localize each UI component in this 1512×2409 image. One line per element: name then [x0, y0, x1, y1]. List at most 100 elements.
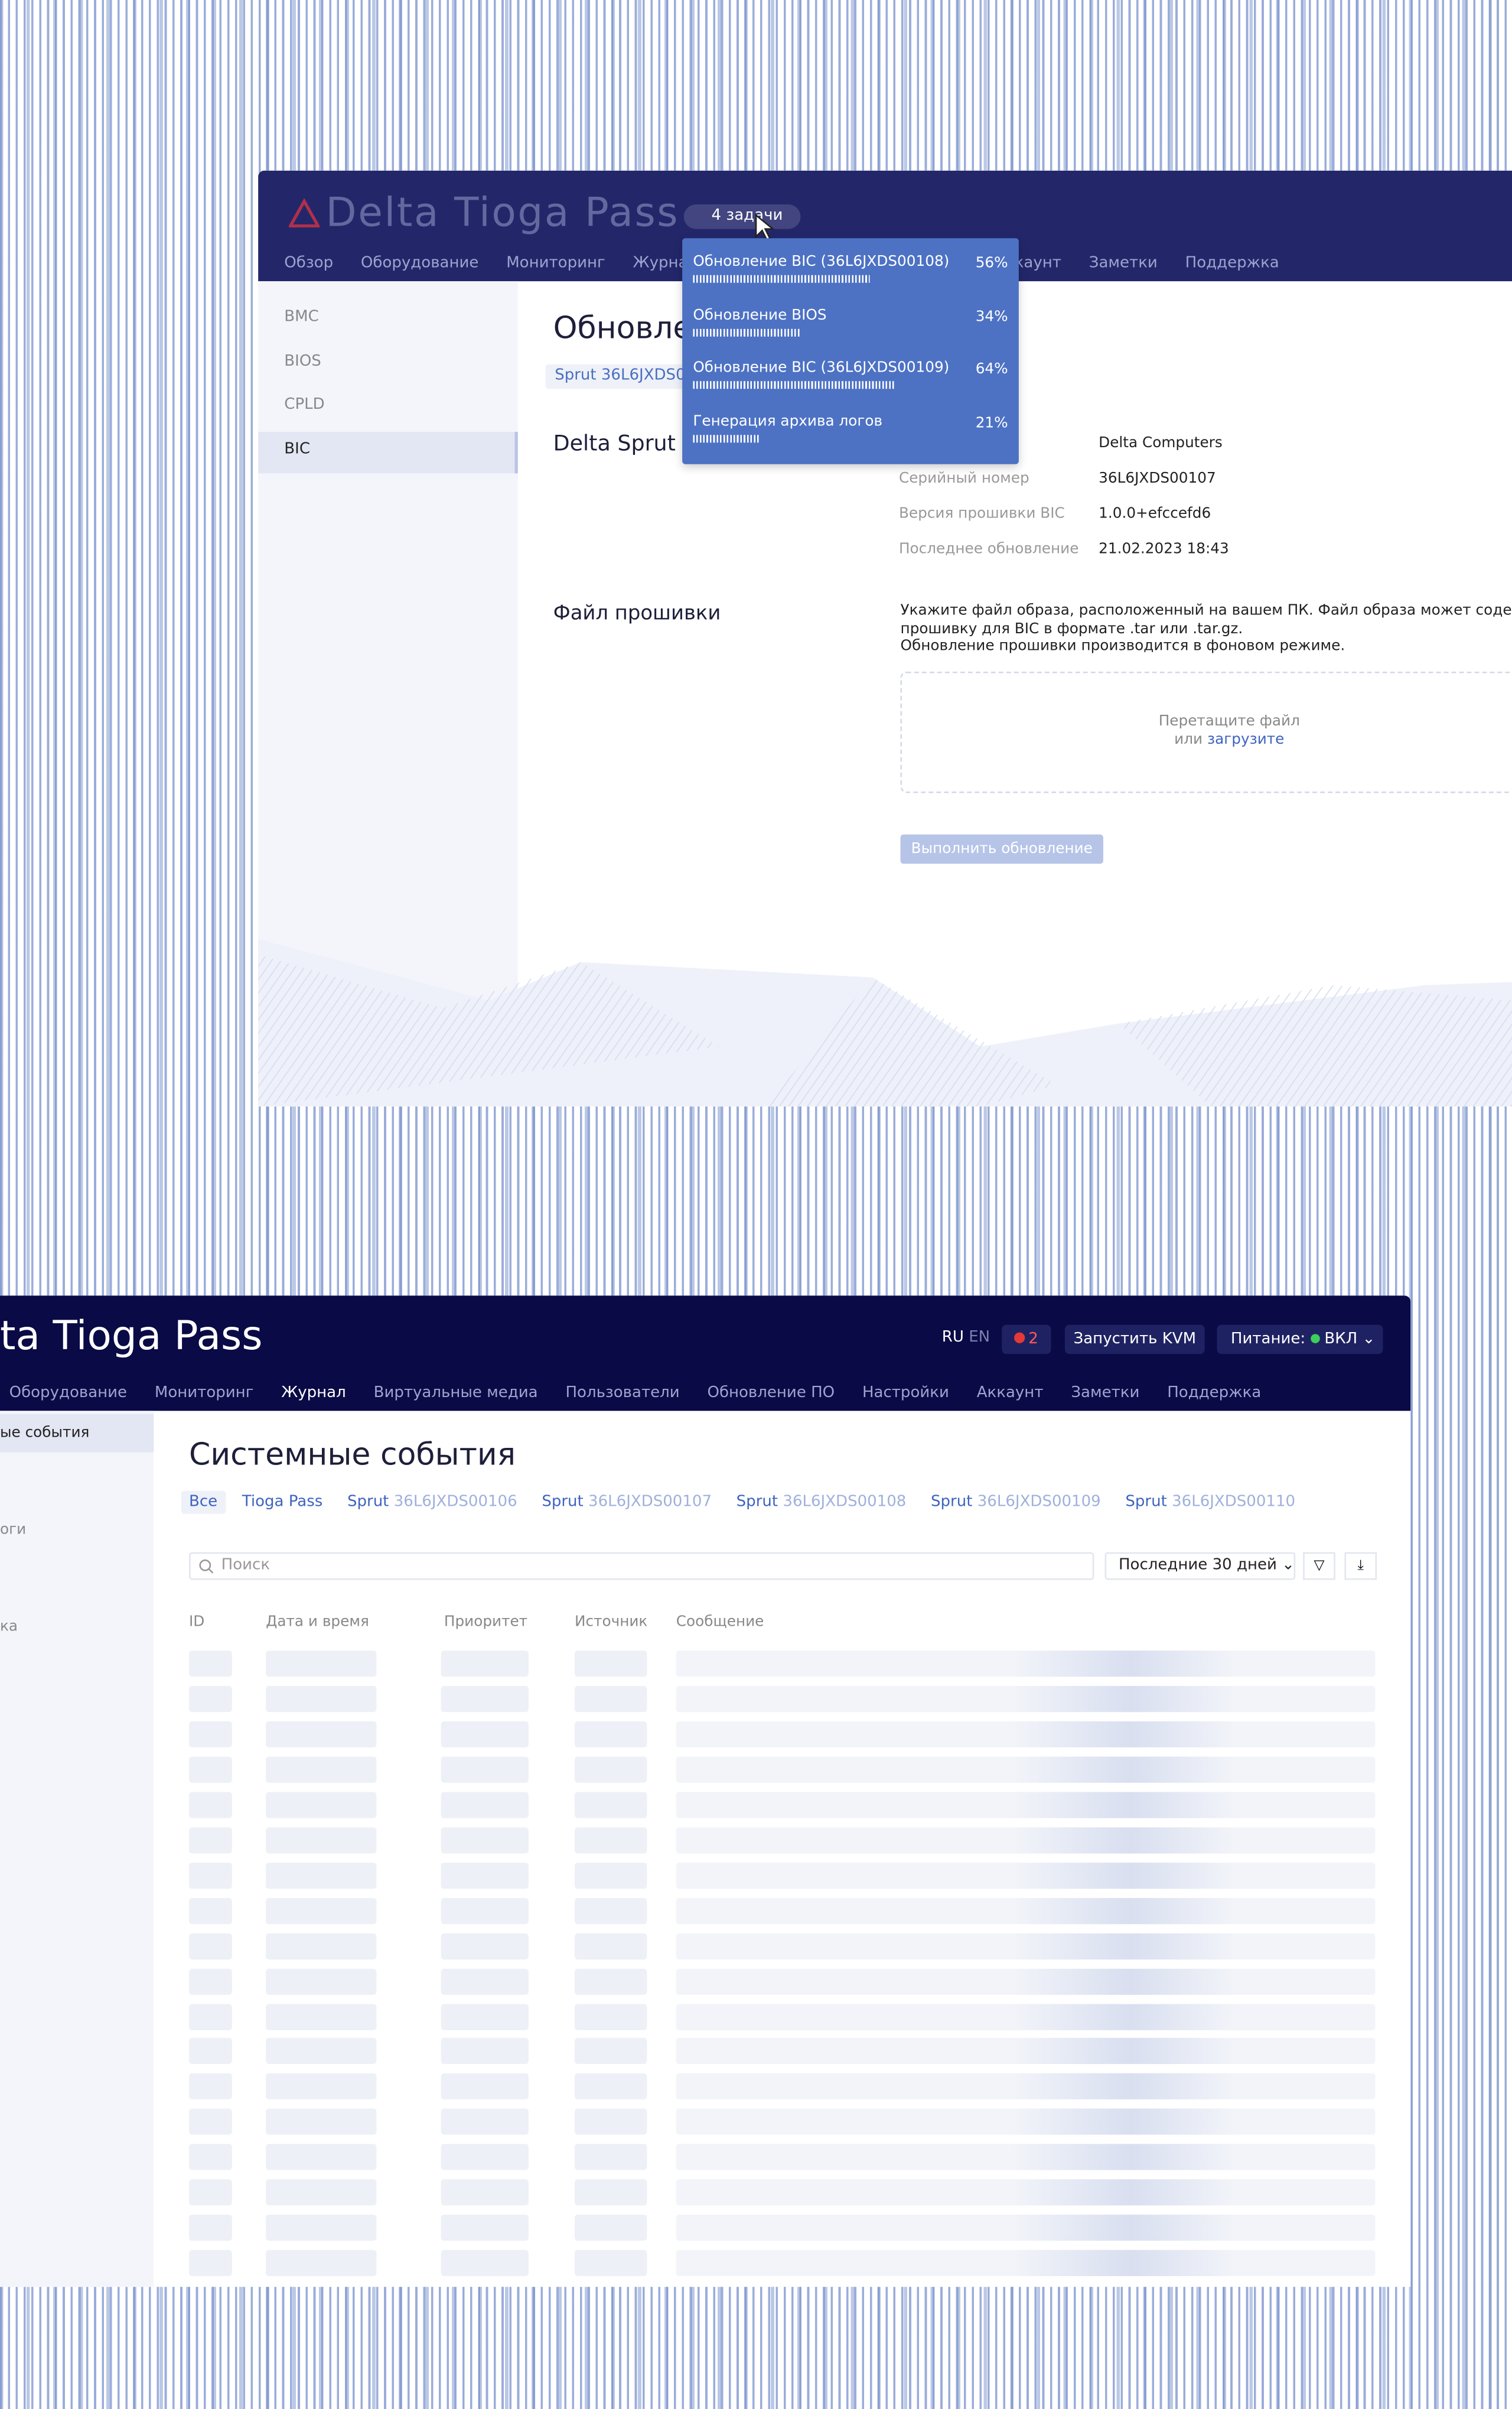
- info-value: 1.0.0+efccefd6: [1099, 505, 1211, 523]
- skeleton-cell: [575, 2109, 647, 2135]
- skeleton-cell: [441, 2250, 529, 2277]
- progress-bar: [693, 275, 869, 283]
- nav-item[interactable]: Виртуальные медиа: [373, 1385, 538, 1402]
- progress-bar: [693, 434, 760, 442]
- sidebar-item[interactable]: оги: [0, 1521, 27, 1539]
- nav-item[interactable]: Поддержка: [1185, 255, 1279, 272]
- skeleton-cell: [676, 1932, 1376, 1959]
- dropzone[interactable]: [900, 671, 1512, 793]
- language-switch[interactable]: RU EN: [942, 1329, 990, 1346]
- skeleton-cell: [676, 1685, 1376, 1713]
- brand: Delta Tioga Pass: [325, 190, 680, 237]
- skeleton-cell: [676, 1862, 1376, 1889]
- alerts[interactable]: 2: [1002, 1324, 1051, 1355]
- period-select[interactable]: Последние 30 дней ⌄: [1104, 1552, 1296, 1580]
- info-label: Версия прошивки BIC: [898, 505, 1065, 523]
- skeleton-cell: [266, 2250, 377, 2277]
- nav-item[interactable]: Обзор: [284, 255, 334, 272]
- sidebar-item[interactable]: BMC: [284, 308, 319, 326]
- skeleton-cell: [441, 1756, 529, 1783]
- sidebar-active: [258, 431, 518, 473]
- nav-item[interactable]: Пользователи: [565, 1385, 680, 1402]
- skeleton-cell: [266, 1897, 377, 1924]
- skeleton-cell: [441, 1721, 529, 1747]
- skeleton-cell: [676, 1897, 1376, 1924]
- download-button[interactable]: ⤓: [1344, 1552, 1377, 1580]
- power-state: ВКЛ: [1324, 1331, 1358, 1348]
- nav-item[interactable]: Заметки: [1071, 1385, 1140, 1402]
- skeleton-cell: [441, 1685, 529, 1713]
- skeleton-cell: [266, 2179, 377, 2206]
- filter-label: Sprut: [1125, 1493, 1167, 1511]
- nav-item[interactable]: Оборудование: [9, 1385, 128, 1402]
- nav-item[interactable]: Мониторинг: [506, 255, 605, 272]
- search-icon: [199, 1559, 214, 1574]
- submit-button[interactable]: Выполнить обновление: [900, 834, 1103, 864]
- skeleton-cell: [441, 1968, 529, 1994]
- skeleton-cell: [441, 1827, 529, 1853]
- sidebar-item[interactable]: CPLD: [284, 396, 325, 414]
- sidebar-active: [0, 1414, 154, 1453]
- search[interactable]: Поиск: [189, 1552, 1094, 1580]
- skeleton-cell: [441, 2038, 529, 2065]
- task-percent: 56%: [975, 255, 1008, 272]
- nav-item[interactable]: Заметки: [1089, 255, 1158, 272]
- sidebar-item[interactable]: ые события: [0, 1424, 90, 1442]
- skeleton-cell: [441, 1862, 529, 1889]
- skeleton-cell: [266, 2003, 377, 2030]
- filter-tab[interactable]: Sprut 36L6JXDS00110: [1117, 1491, 1303, 1514]
- file-hint: Укажите файл образа, расположенный на ва…: [901, 603, 1512, 656]
- skeleton-cell: [266, 2109, 377, 2135]
- task-title: Генерация архива логов: [693, 412, 883, 430]
- skeleton-cell: [189, 2144, 232, 2171]
- filter-tab[interactable]: Sprut 36L6JXDS00107: [534, 1491, 719, 1514]
- sidebar-item[interactable]: BIOS: [284, 353, 321, 370]
- nav-item[interactable]: Поддержка: [1167, 1385, 1262, 1402]
- skeleton-cell: [676, 1721, 1376, 1747]
- filter-tab[interactable]: Sprut 36L6JXDS00106: [340, 1491, 525, 1514]
- skeleton-cell: [441, 1651, 529, 1677]
- nav-item[interactable]: Журнал: [281, 1385, 346, 1402]
- nav-item[interactable]: Аккаунт: [976, 1385, 1044, 1402]
- filter-tab[interactable]: Все: [181, 1490, 226, 1514]
- power-button[interactable]: Питание: ВКЛ ⌄: [1217, 1324, 1383, 1355]
- events-screen: ta Tioga Pass RU EN 2 Запустить KVM Пита…: [0, 1295, 1411, 2287]
- skeleton-cell: [266, 1685, 377, 1713]
- progress-bar: [693, 328, 800, 336]
- skeleton-cell: [266, 1932, 377, 1959]
- filter-tab[interactable]: Tioga Pass: [234, 1491, 331, 1514]
- sidebar-item[interactable]: BIC: [284, 441, 311, 458]
- brand: ta Tioga Pass: [0, 1314, 263, 1360]
- tasks-badge[interactable]: 4 задачи: [683, 204, 801, 229]
- filter-label: Все: [189, 1493, 218, 1511]
- dropzone-text: Перетащите файл или загрузите: [1076, 713, 1383, 748]
- filter-button[interactable]: ▽: [1303, 1552, 1335, 1580]
- filter-label: Sprut: [542, 1493, 584, 1511]
- skeleton-cell: [266, 2073, 377, 2100]
- page-title: Системные события: [189, 1435, 516, 1473]
- power-label: Питание:: [1230, 1331, 1306, 1348]
- skeleton-cell: [189, 2250, 232, 2277]
- nav-item[interactable]: Мониторинг: [154, 1385, 254, 1402]
- nav-item[interactable]: Настройки: [862, 1385, 949, 1402]
- nav-item[interactable]: Оборудование: [360, 255, 479, 272]
- skeleton-cell: [676, 1791, 1376, 1818]
- skeleton-cell: [575, 1897, 647, 1924]
- skeleton-cell: [676, 2144, 1376, 2171]
- skeleton-cell: [676, 2073, 1376, 2100]
- lang[interactable]: RU: [941, 1329, 964, 1347]
- sidebar-item[interactable]: ка: [0, 1618, 18, 1636]
- decoration: [258, 939, 1512, 1107]
- kvm-button[interactable]: Запустить KVM: [1064, 1324, 1205, 1355]
- filter-tab[interactable]: Sprut 36L6JXDS00109: [923, 1491, 1109, 1514]
- skeleton-cell: [189, 2179, 232, 2206]
- filter-tab[interactable]: Sprut 36L6JXDS00108: [729, 1491, 914, 1514]
- nav-item[interactable]: Обновление ПО: [707, 1385, 835, 1402]
- lang[interactable]: EN: [969, 1329, 990, 1347]
- info-label: Последнее обновление: [898, 541, 1079, 558]
- skeleton-cell: [575, 1932, 647, 1959]
- upload-link[interactable]: загрузите: [1207, 731, 1285, 748]
- task-title: Обновление BIC (36L6JXDS00109): [693, 359, 950, 377]
